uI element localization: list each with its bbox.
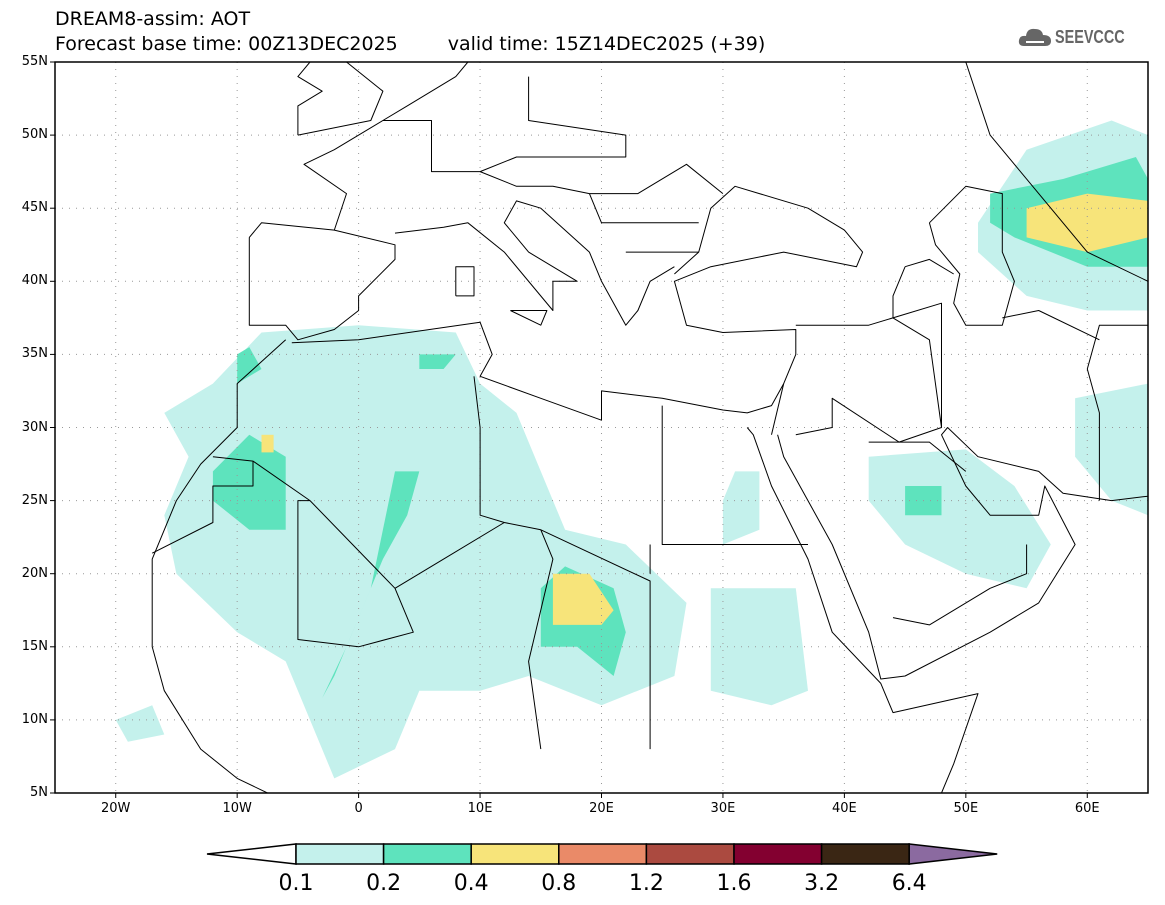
- aot-region-level-3: [552, 573, 614, 625]
- boundary-line: [746, 427, 979, 793]
- boundary-line: [528, 529, 554, 750]
- boundary-line: [989, 544, 1028, 589]
- boundary-line: [151, 339, 287, 793]
- boundary-line: [795, 302, 942, 443]
- logo-text: SEEVCCC: [1055, 26, 1125, 47]
- lon-label: 40E: [831, 801, 857, 816]
- colorbar-label: 0.1: [278, 871, 314, 896]
- lat-label: 30N: [21, 419, 48, 435]
- lon-label: 10E: [467, 801, 493, 816]
- boundary-line: [303, 62, 469, 231]
- lat-label: 5N: [30, 785, 48, 800]
- lon-label: 0: [354, 801, 363, 816]
- cloud-icon: [1018, 28, 1051, 46]
- lat-label: 55N: [21, 54, 48, 69]
- boundary-line: [868, 441, 967, 472]
- boundary-line: [904, 258, 954, 275]
- boundary-line: [892, 266, 942, 428]
- lat-label: 20N: [21, 565, 48, 581]
- boundary-line: [248, 222, 396, 341]
- lon-label: 20E: [589, 801, 614, 816]
- chart-title: DREAM8-assim: AOT: [55, 8, 251, 30]
- aot-region-level-1: [722, 471, 760, 545]
- boundary-line: [661, 405, 808, 545]
- boundary-line: [394, 522, 651, 750]
- boundary-line: [510, 310, 548, 326]
- colorbar-label: 0.2: [366, 871, 402, 896]
- boundary-line: [382, 76, 627, 173]
- colorbar-under-arrow: [206, 843, 297, 865]
- aot-region-level-3: [261, 434, 274, 453]
- boundary-line: [777, 427, 1148, 680]
- boundary-line: [928, 185, 1015, 326]
- lon-label: 20W: [101, 801, 131, 816]
- lon-label: 10W: [222, 801, 252, 816]
- aot-region-level-2: [419, 354, 456, 369]
- colorbar-label: 6.4: [891, 871, 927, 896]
- seevccc-logo: SEEVCCC: [1018, 26, 1142, 48]
- lat-label: 25N: [21, 492, 48, 508]
- aot-region-level-1: [164, 325, 687, 779]
- colorbar-swatch: [645, 843, 735, 865]
- colorbar-swatch: [820, 843, 910, 865]
- colorbar-over-arrow: [908, 843, 998, 865]
- boundary-line: [151, 456, 254, 554]
- colorbar-label: 1.2: [628, 871, 664, 896]
- lat-label: 40N: [21, 273, 48, 289]
- colorbar-swatch: [558, 843, 648, 865]
- lon-label: 60E: [1074, 801, 1100, 816]
- boundary-line: [297, 62, 384, 136]
- boundary-line: [291, 185, 864, 421]
- boundary-line: [479, 163, 724, 195]
- boundary-line: [771, 383, 785, 435]
- colorbar: [206, 843, 998, 865]
- lon-label: 50E: [953, 801, 979, 816]
- colorbar-label: 0.4: [453, 871, 489, 896]
- aot-region-level-1: [1075, 383, 1148, 516]
- base-time: Forecast base time: 00Z13DEC2025: [55, 33, 398, 55]
- boundary-line: [252, 460, 414, 648]
- boundary-line: [588, 193, 699, 224]
- aot-region-level-2: [237, 347, 262, 384]
- aot-region-level-1: [115, 705, 165, 742]
- boundary-line: [1002, 310, 1100, 341]
- boundary-line: [965, 62, 1148, 282]
- aot-regions: [115, 120, 1148, 779]
- boundary-line: [473, 376, 505, 523]
- aot-region-level-2: [322, 471, 420, 698]
- coastlines: [151, 62, 1148, 793]
- colorbar-swatch: [733, 843, 823, 865]
- time-info: Forecast base time: 00Z13DEC2025 valid ti…: [55, 33, 765, 55]
- boundary-line: [892, 587, 991, 626]
- aot-region-level-1: [868, 449, 1051, 589]
- lat-label: 45N: [21, 200, 48, 216]
- colorbar-label: 1.6: [716, 871, 752, 896]
- colorbar-swatch: [295, 843, 385, 865]
- lon-label: 30E: [710, 801, 736, 816]
- lat-label: 50N: [21, 127, 48, 143]
- colorbar-label: 0.8: [541, 871, 577, 896]
- lat-label: 15N: [21, 638, 48, 654]
- axis-ticks: [50, 61, 1088, 798]
- aot-region-level-1: [710, 588, 808, 706]
- boundary-line: [455, 266, 475, 297]
- colorbar-swatch: [382, 843, 472, 865]
- colorbar-label: 3.2: [804, 871, 840, 896]
- valid-time: valid time: 15Z14DEC2025 (+39): [447, 33, 766, 55]
- colorbar-swatch: [470, 843, 560, 865]
- lat-label: 10N: [21, 711, 48, 727]
- boundary-line: [394, 200, 675, 326]
- lat-label: 35N: [21, 346, 48, 362]
- boundary-line: [1086, 324, 1148, 501]
- boundary-line: [297, 62, 323, 136]
